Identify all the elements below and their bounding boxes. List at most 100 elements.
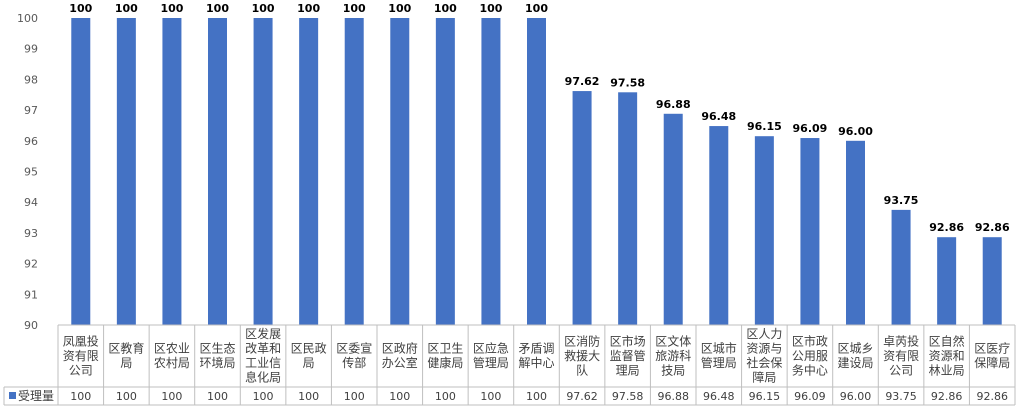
bar <box>663 113 683 325</box>
x-category-label: 矛盾调解中心 <box>518 342 554 371</box>
y-tick-label: 99 <box>24 43 38 56</box>
table-value: 100 <box>526 390 547 403</box>
bar <box>618 92 638 325</box>
bar <box>116 18 136 325</box>
table-value: 96.00 <box>840 390 872 403</box>
table-value: 100 <box>298 390 319 403</box>
y-tick-label: 96 <box>24 135 38 148</box>
table-value: 100 <box>70 390 91 403</box>
data-table: 凤凰投资有限公司区教育局区农业农村局区生态环境局区发展改革和工业信息化局区民政局… <box>3 324 1016 406</box>
y-tick-label: 90 <box>24 319 38 332</box>
bar <box>71 18 91 325</box>
bar <box>481 18 501 325</box>
x-category-label: 区城乡建设局 <box>837 342 873 371</box>
table-value: 100 <box>344 390 365 403</box>
data-label: 100 <box>388 2 411 15</box>
bars <box>71 18 1002 326</box>
data-label: 93.75 <box>884 194 919 207</box>
y-tick-label: 94 <box>24 196 38 209</box>
bar <box>435 18 455 325</box>
bar <box>162 18 182 325</box>
x-category-label: 区医疗保障局 <box>974 342 1010 371</box>
legend-label: 受理量 <box>18 389 54 403</box>
bar <box>344 18 364 325</box>
table-value: 96.88 <box>657 390 689 403</box>
data-label: 100 <box>252 2 275 15</box>
x-category-label: 区政府办公室 <box>382 341 418 371</box>
data-label: 100 <box>297 2 320 15</box>
data-label: 96.88 <box>656 98 691 111</box>
bar <box>982 237 1002 325</box>
data-label: 97.62 <box>565 75 600 88</box>
bar <box>572 91 592 325</box>
x-category-label: 区农业农村局 <box>154 342 190 371</box>
data-label: 96.09 <box>793 122 828 135</box>
bar <box>937 237 957 325</box>
bar <box>253 18 273 325</box>
table-value: 100 <box>161 390 182 403</box>
data-label: 100 <box>479 2 502 15</box>
bar <box>208 18 227 325</box>
data-label: 92.86 <box>975 221 1010 234</box>
x-category-label: 区应急管理局 <box>473 341 509 371</box>
table-value: 100 <box>116 390 137 403</box>
table-value: 100 <box>389 390 410 403</box>
x-category-label: 区生态环境局 <box>199 342 235 371</box>
table-value: 93.75 <box>885 390 917 403</box>
table-value: 92.86 <box>931 390 963 403</box>
x-category-label: 区城市管理局 <box>701 341 737 371</box>
data-label: 100 <box>343 2 366 15</box>
table-value: 97.62 <box>566 390 598 403</box>
x-category-label: 区卫生健康局 <box>427 342 463 371</box>
x-category-label: 区自然资源和林业局 <box>929 333 965 377</box>
table-value: 97.58 <box>612 390 644 403</box>
x-category-label: 区市政公用服务中心 <box>792 333 828 377</box>
bar <box>527 18 546 325</box>
y-axis: 90 91 92 93 94 95 96 97 98 99 100 <box>17 12 38 332</box>
table-value: 96.15 <box>749 390 781 403</box>
data-label: 92.86 <box>929 221 964 234</box>
x-category-label: 凤凰投资有限公司 <box>63 333 99 377</box>
data-label: 96.48 <box>701 110 736 123</box>
table-value: 96.48 <box>703 390 735 403</box>
y-tick-label: 93 <box>24 227 38 240</box>
table-value: 100 <box>207 390 228 403</box>
y-tick-label: 100 <box>17 12 38 25</box>
table-value: 96.09 <box>794 390 826 403</box>
y-tick-label: 97 <box>24 104 38 117</box>
x-category-label: 区文体旅游科技局 <box>655 333 691 377</box>
data-label: 100 <box>69 2 92 15</box>
legend-swatch <box>9 392 16 399</box>
bar <box>800 138 820 325</box>
data-label: 100 <box>434 2 457 15</box>
data-labels: 100 100 100 100 100 100 100 100 100 100 100 97.62 97… <box>69 2 1010 234</box>
bar <box>846 140 865 325</box>
bar <box>299 18 319 325</box>
x-category-label: 区市场监督管理局 <box>610 333 646 377</box>
y-tick-label: 95 <box>24 166 38 179</box>
x-category-label: 区人力资源与社会保障局 <box>746 327 782 385</box>
data-label: 96.15 <box>747 120 782 133</box>
table-value: 100 <box>435 390 456 403</box>
x-category-label: 区民政局 <box>291 342 327 371</box>
bar <box>891 209 911 325</box>
x-category-label: 卓芮投资有限公司 <box>883 333 919 377</box>
data-label: 100 <box>525 2 548 15</box>
x-category-label: 区发展改革和工业信息化局 <box>245 326 281 385</box>
x-category-label: 区教育局 <box>108 341 144 371</box>
table-value: 92.86 <box>976 390 1008 403</box>
bar <box>754 136 774 325</box>
bar <box>709 126 729 326</box>
y-tick-label: 98 <box>24 73 38 86</box>
bar <box>390 18 410 325</box>
data-label: 100 <box>206 2 229 15</box>
y-tick-label: 91 <box>24 288 38 301</box>
x-category-label: 区消防救援大队 <box>564 333 600 377</box>
table-value: 100 <box>480 390 501 403</box>
data-label: 97.58 <box>610 76 645 89</box>
data-label: 100 <box>160 2 183 15</box>
x-category-label: 区委宣传部 <box>336 341 372 371</box>
data-label: 96.00 <box>838 125 873 138</box>
data-label: 100 <box>115 2 138 15</box>
